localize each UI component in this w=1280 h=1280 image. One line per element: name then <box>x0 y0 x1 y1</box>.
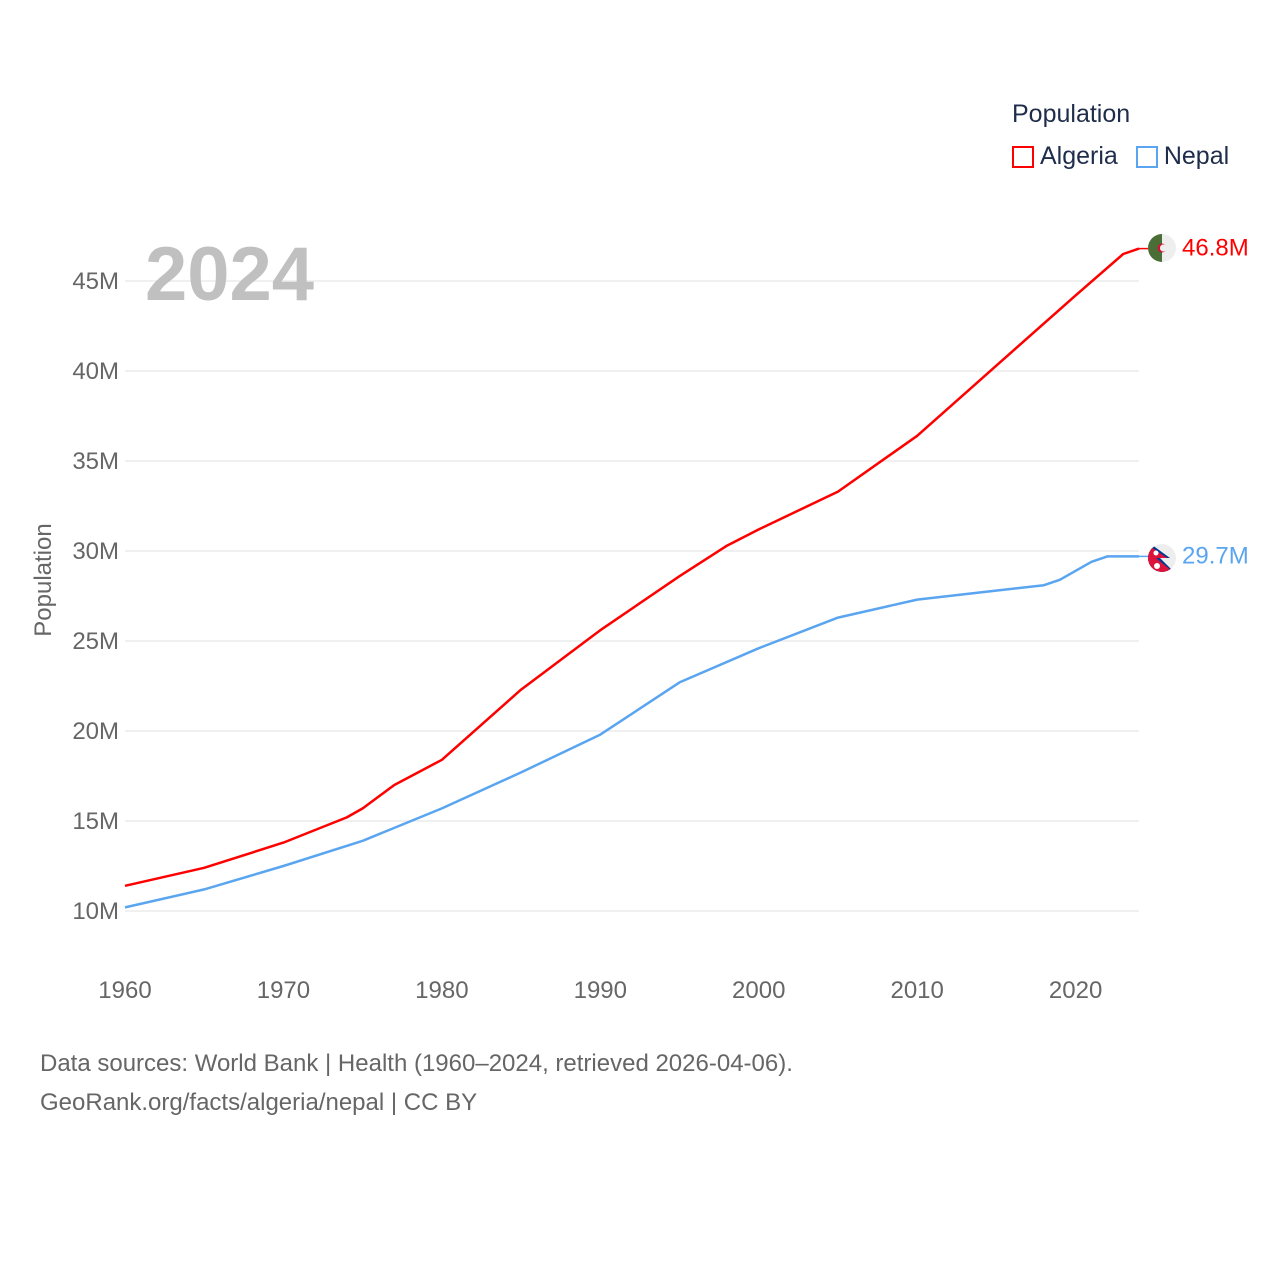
y-tick-label: 40M <box>72 358 119 385</box>
year-watermark: 2024 <box>145 232 314 317</box>
legend-label-nepal: Nepal <box>1163 142 1230 170</box>
x-tick-label: 2000 <box>732 977 785 1004</box>
y-axis-label: Population <box>30 523 57 636</box>
y-tick-label: 15M <box>72 808 119 835</box>
footer: Data sources: World Bank | Health (1960–… <box>40 1044 793 1122</box>
x-tick-label: 1970 <box>257 977 310 1004</box>
series-line-nepal <box>124 555 1139 909</box>
algeria-flag-icon <box>1148 234 1176 262</box>
legend-title: Population <box>1012 100 1131 128</box>
legend-label-algeria: Algeria <box>1040 142 1118 170</box>
y-axis-ticks: 10M 15M 20M 25M 30M 35M 40M 45M <box>72 268 119 925</box>
series-lines <box>124 247 1148 909</box>
y-tick-label: 30M <box>72 538 119 565</box>
x-tick-label: 1980 <box>415 977 468 1004</box>
y-tick-label: 20M <box>72 718 119 745</box>
legend-swatch-algeria <box>1012 145 1034 168</box>
x-axis-ticks: 1960 1970 1980 1990 2000 2010 2020 <box>98 977 1102 1004</box>
end-labels: 46.8M 29.7M <box>1182 235 1249 570</box>
y-tick-label: 10M <box>72 898 119 925</box>
gridlines <box>125 280 1139 912</box>
legend-item-algeria[interactable]: Algeria <box>1012 142 1118 171</box>
y-tick-label: 25M <box>72 628 119 655</box>
nepal-flag-icon <box>1148 544 1176 572</box>
end-label-nepal: 29.7M <box>1182 542 1249 569</box>
x-tick-label: 1960 <box>98 977 151 1004</box>
x-tick-label: 1990 <box>574 977 627 1004</box>
y-tick-label: 35M <box>72 448 119 475</box>
x-tick-label: 2010 <box>890 977 943 1004</box>
y-tick-label: 45M <box>72 268 119 295</box>
series-line-algeria <box>124 247 1140 888</box>
legend-swatch-nepal <box>1135 145 1158 168</box>
data-source-text: Data sources: World Bank | Health (1960–… <box>40 1050 793 1077</box>
end-label-algeria: 46.8M <box>1182 235 1249 262</box>
x-tick-label: 2020 <box>1049 977 1102 1004</box>
legend: Algeria Nepal <box>1012 142 1229 171</box>
attribution-link[interactable]: GeoRank.org/facts/algeria/nepal | CC BY <box>40 1089 478 1116</box>
legend-item-nepal[interactable]: Nepal <box>1135 142 1230 171</box>
